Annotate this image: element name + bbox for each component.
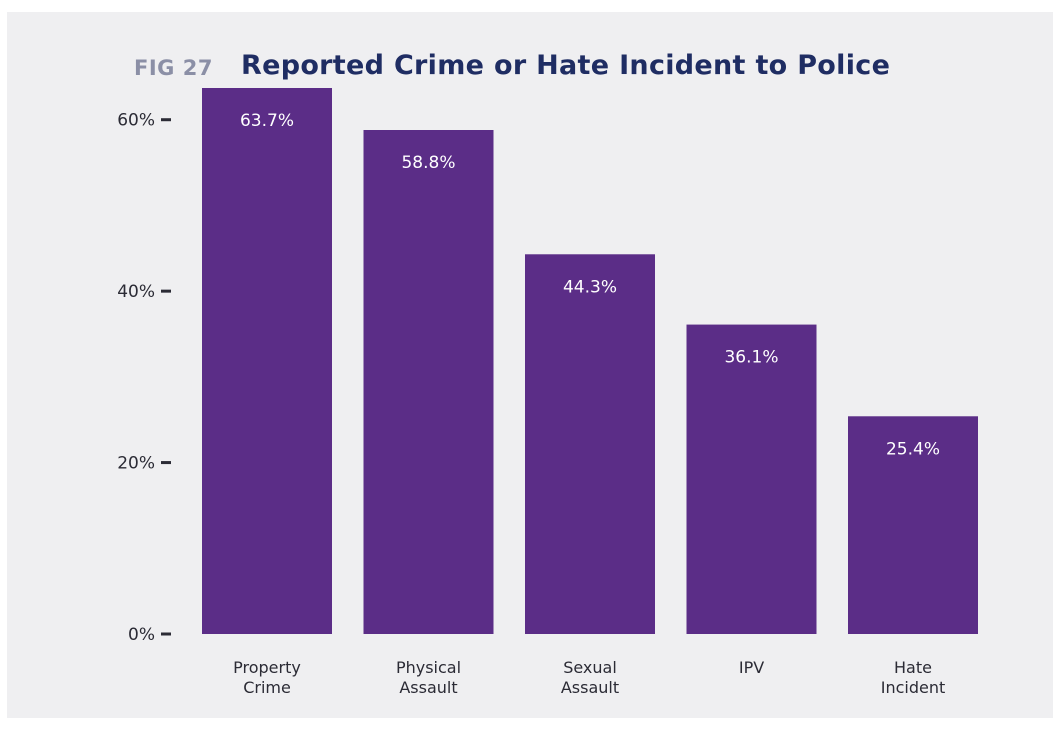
bar-value-label: 25.4% [886,439,940,459]
y-tick-mark [161,632,171,636]
category-label-line: Physical [396,658,461,677]
y-tick: 20% [117,454,171,474]
y-tick-mark [161,118,171,122]
bar-value-label: 58.8% [401,153,455,173]
category-label-line: Assault [399,678,457,697]
category-label: IPV [739,658,764,677]
category-label: Physical Assault [396,658,461,697]
category-label-line: Hate [894,658,932,677]
bar [202,88,332,634]
y-tick: 0% [128,625,171,645]
bar [363,130,494,634]
y-tick-mark [161,461,171,465]
figure-number: FIG 27 [134,56,213,80]
category-label: Sexual Assault [561,658,619,697]
bar-value-label: 63.7% [240,111,294,131]
category-label: Property Crime [233,658,301,697]
y-tick: 40% [117,282,171,302]
y-tick-label: 60% [117,111,155,131]
category-label-line: Sexual [563,658,617,677]
figure-header: FIG 27 Reported Crime or Hate Incident t… [7,50,1053,90]
y-tick-label: 20% [117,454,155,474]
category-label-line: Property [233,658,301,677]
bar [848,416,978,634]
y-tick-mark [161,289,171,293]
bar [525,254,655,635]
category-label-line: Incident [881,678,946,697]
category-label-line: Crime [243,678,291,697]
category-label-line: IPV [739,658,764,677]
figure-title: Reported Crime or Hate Incident to Polic… [241,50,891,81]
bar-value-label: 44.3% [563,277,617,297]
y-tick-label: 40% [117,282,155,302]
category-label-line: Assault [561,678,619,697]
bar-value-label: 36.1% [724,348,778,368]
category-label: Hate Incident [881,658,946,697]
bar [686,324,817,634]
y-tick-label: 0% [128,625,155,645]
y-tick: 60% [117,111,171,131]
